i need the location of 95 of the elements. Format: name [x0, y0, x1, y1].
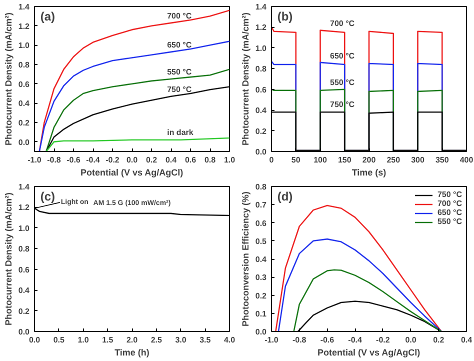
y-tick-label: 1.2 [18, 203, 30, 212]
x-tick-label: 0.0 [28, 336, 41, 344]
y-tick-label: 1.2 [18, 22, 30, 31]
y-tick-label: 0.6 [18, 80, 30, 89]
x-tick-label: 2.5 [150, 336, 162, 344]
chart-title: (a) [40, 9, 56, 24]
y-tick-label: 0.8 [18, 60, 30, 70]
y-tick-label: 0.5 [255, 236, 268, 246]
series-label: 700 °C [167, 12, 192, 21]
x-tick-label: 50 [291, 156, 301, 164]
chart-title: (c) [40, 189, 56, 204]
x-tick-label: 1.0 [78, 336, 90, 344]
x-tick-label: 0.5 [53, 336, 65, 344]
x-tick-label: -0.4 [348, 336, 363, 344]
y-tick-label: 1.0 [255, 44, 268, 53]
x-tick-label: 0.2 [146, 156, 158, 164]
legend-label: 550 °C [437, 217, 462, 226]
y-tick-label: 0.0 [18, 328, 30, 336]
x-tick-label: -0.6 [320, 336, 335, 344]
x-axis-title: Time (s) [352, 168, 386, 178]
series-label: 750 °C [167, 85, 192, 94]
x-tick-label: 400 [460, 156, 474, 164]
y-axis-title: Photocurrent Density (mA/cm²) [3, 192, 14, 326]
y-tick-label: 0.2 [255, 126, 268, 136]
x-tick-label: 3.0 [175, 336, 187, 344]
y-tick-label: 0.8 [255, 182, 268, 192]
x-axis-title: Time (h) [114, 348, 150, 358]
x-tick-label: -0.2 [376, 336, 390, 344]
y-tick-label: 1.4 [255, 2, 268, 12]
y-tick-label: 0.7 [255, 200, 268, 210]
x-tick-label: 100 [314, 156, 328, 164]
y-tick-label: 0.2 [18, 118, 30, 128]
x-tick-label: -0.6 [66, 156, 81, 164]
x-tick-label: 200 [362, 156, 376, 164]
y-tick-label: 0.8 [18, 244, 30, 254]
y-tick-label: 0.3 [255, 273, 268, 282]
y-tick-label: 1.2 [255, 23, 268, 32]
x-tick-label: -0.8 [292, 336, 307, 344]
series-label: 750 °C [330, 100, 355, 110]
y-tick-label: 0.4 [18, 99, 30, 108]
chart-title: (b) [277, 9, 293, 24]
y-tick-label: 0.4 [255, 255, 268, 264]
series-label: 550 °C [330, 78, 355, 87]
y-tick-label: 0.0 [255, 328, 268, 336]
legend-label: 650 °C [437, 208, 462, 217]
x-tick-label: 1.0 [224, 156, 236, 164]
x-axis-title: Potential (V vs Ag/AgCl) [317, 348, 420, 358]
x-tick-label: 250 [386, 156, 401, 164]
x-tick-label: 350 [435, 156, 450, 164]
y-tick-label: 0.4 [255, 106, 268, 116]
y-tick-label: 1.0 [18, 224, 30, 233]
series-label: 700 °C [330, 19, 355, 28]
y-tick-label: 0.1 [255, 309, 268, 318]
chart-title: (d) [277, 189, 293, 204]
x-tick-label: -0.2 [106, 156, 120, 164]
x-tick-label: -1.0 [264, 336, 279, 344]
y-tick-label: 1.0 [18, 41, 30, 50]
x-tick-label: 2.0 [126, 336, 138, 344]
x-tick-label: 0.6 [184, 156, 197, 164]
x-tick-label: -1.0 [28, 156, 42, 164]
y-tick-label: 0.6 [18, 265, 30, 274]
y-tick-label: 0.8 [255, 64, 268, 74]
y-tick-label: 1.4 [18, 2, 30, 12]
legend-label: 700 °C [437, 199, 462, 208]
y-tick-label: 1.4 [18, 182, 30, 192]
x-tick-label: 1.5 [102, 336, 114, 344]
x-tick-label: 0.8 [204, 156, 216, 164]
x-tick-label: 0 [269, 156, 274, 164]
series-label: 650 °C [330, 51, 355, 60]
x-tick-label: 4.0 [224, 336, 236, 344]
x-tick-label: 150 [338, 156, 352, 164]
series-label: in dark [167, 128, 194, 137]
y-tick-label: 0.0 [255, 148, 268, 156]
series-label: 550 °C [167, 67, 192, 76]
y-tick-label: 0.6 [255, 218, 268, 228]
y-tick-label: 0.4 [18, 286, 30, 296]
x-tick-label: 0.2 [433, 336, 445, 344]
x-tick-label: 0.4 [165, 156, 178, 164]
x-tick-label: 300 [411, 156, 425, 164]
y-axis-title: Photoconversion Efficiency (%) [240, 191, 250, 327]
x-tick-label: -0.8 [47, 156, 62, 164]
x-tick-label: 3.5 [200, 336, 212, 344]
y-axis-title: Photocurrent Density (mA/cm²) [240, 12, 250, 146]
y-tick-label: 0.2 [18, 306, 30, 316]
y-tick-label: 0.2 [255, 291, 268, 300]
y-tick-label: 0.6 [255, 85, 268, 94]
legend-label: 750 °C [437, 190, 462, 199]
y-axis-title: Photocurrent Density (mA/cm²) [3, 12, 14, 146]
x-tick-label: 0.4 [460, 336, 473, 344]
x-tick-label: -0.4 [86, 156, 100, 164]
series-label: 650 °C [167, 40, 192, 50]
x-axis-title: Potential (V vs Ag/AgCl) [80, 168, 184, 178]
x-tick-label: 0.0 [405, 336, 417, 344]
x-tick-label: 0.0 [126, 156, 138, 164]
y-tick-label: 0.0 [18, 138, 30, 147]
